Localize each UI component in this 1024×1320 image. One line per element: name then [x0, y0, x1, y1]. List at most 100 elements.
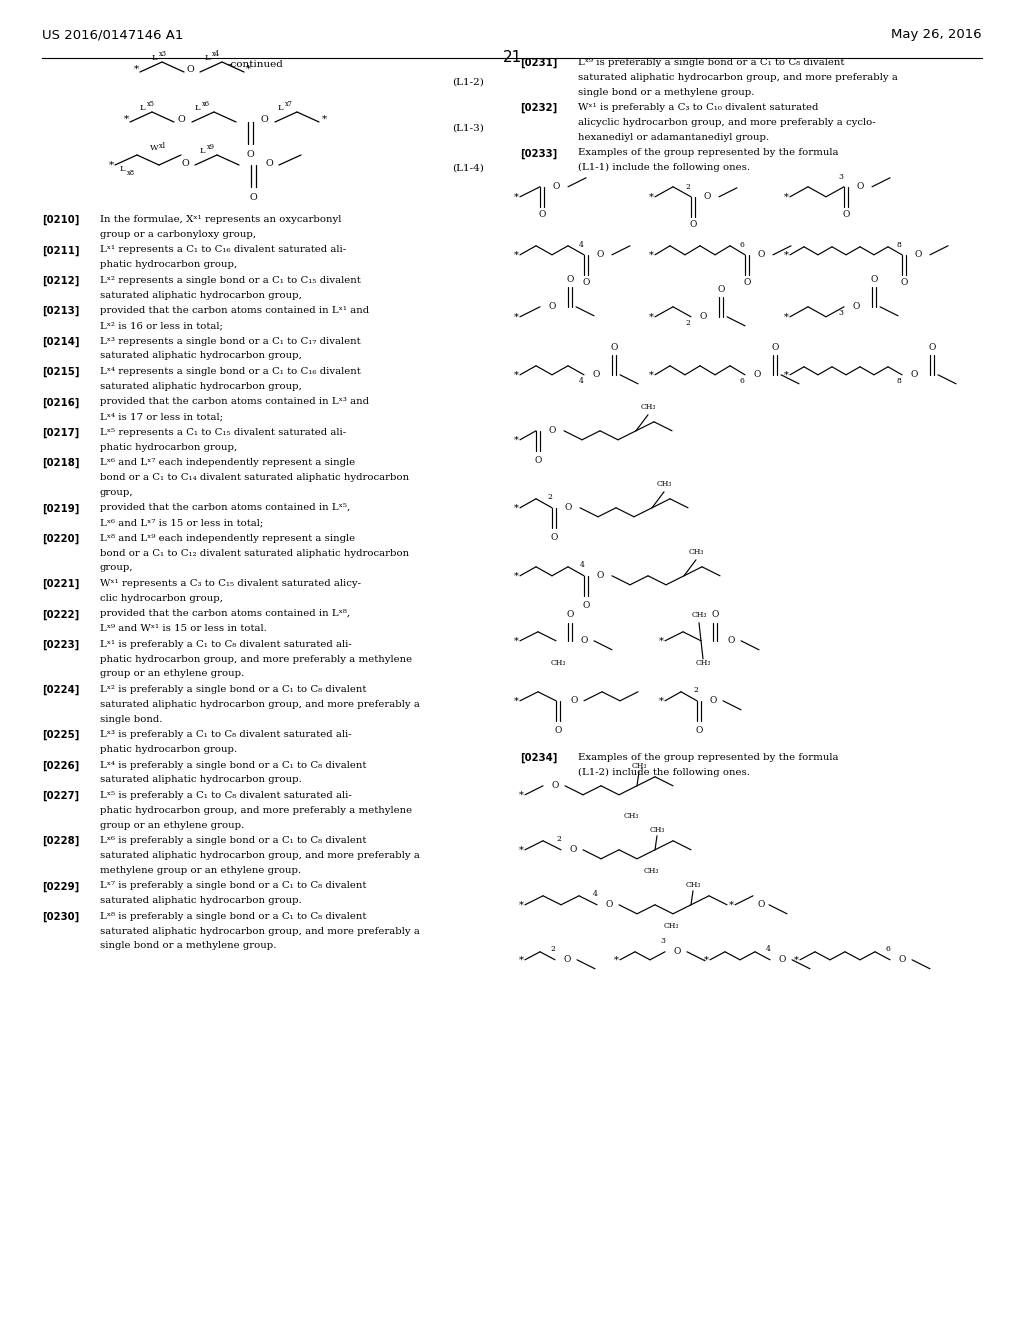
Text: *: * — [518, 900, 523, 909]
Text: *: * — [514, 436, 518, 445]
Text: (L1-2): (L1-2) — [452, 78, 484, 87]
Text: Lˣ⁶ and Lˣ⁷ each independently represent a single: Lˣ⁶ and Lˣ⁷ each independently represent… — [100, 458, 355, 467]
Text: O: O — [569, 845, 577, 854]
Text: O: O — [754, 371, 761, 379]
Text: [0231]: [0231] — [520, 58, 557, 69]
Text: *: * — [514, 313, 518, 321]
Text: [0218]: [0218] — [42, 458, 80, 469]
Text: group,: group, — [100, 488, 133, 496]
Text: 6: 6 — [886, 945, 891, 953]
Text: O: O — [581, 636, 588, 645]
Text: Examples of the group represented by the formula: Examples of the group represented by the… — [578, 148, 839, 157]
Text: x1: x1 — [159, 143, 167, 150]
Text: *: * — [514, 697, 518, 705]
Text: saturated aliphatic hydrocarbon group, and more preferably a: saturated aliphatic hydrocarbon group, a… — [100, 927, 420, 936]
Text: [0232]: [0232] — [520, 103, 557, 114]
Text: [0222]: [0222] — [42, 610, 79, 619]
Text: group or a carbonyloxy group,: group or a carbonyloxy group, — [100, 230, 256, 239]
Text: phatic hydrocarbon group.: phatic hydrocarbon group. — [100, 744, 238, 754]
Text: Lˣ⁶ is preferably a single bond or a C₁ to C₈ divalent: Lˣ⁶ is preferably a single bond or a C₁ … — [100, 836, 367, 845]
Text: Lˣ⁹ is preferably a single bond or a C₁ to C₈ divalent: Lˣ⁹ is preferably a single bond or a C₁ … — [578, 58, 845, 67]
Text: O: O — [583, 277, 590, 286]
Text: bond or a C₁ to C₁₄ divalent saturated aliphatic hydrocarbon: bond or a C₁ to C₁₄ divalent saturated a… — [100, 473, 410, 482]
Text: W: W — [150, 144, 159, 152]
Text: *: * — [613, 956, 618, 965]
Text: US 2016/0147146 A1: US 2016/0147146 A1 — [42, 28, 183, 41]
Text: [0230]: [0230] — [42, 912, 79, 923]
Text: CH₃: CH₃ — [640, 403, 655, 411]
Text: *: * — [514, 251, 518, 259]
Text: CH₃: CH₃ — [656, 479, 672, 488]
Text: Wˣ¹ is preferably a C₃ to C₁₀ divalent saturated: Wˣ¹ is preferably a C₃ to C₁₀ divalent s… — [578, 103, 818, 112]
Text: CH₃: CH₃ — [550, 659, 565, 667]
Text: saturated aliphatic hydrocarbon group,: saturated aliphatic hydrocarbon group, — [100, 381, 302, 391]
Text: [0214]: [0214] — [42, 337, 80, 347]
Text: O: O — [583, 601, 590, 610]
Text: CH₃: CH₃ — [691, 611, 707, 619]
Text: CH₃: CH₃ — [644, 867, 659, 875]
Text: (L1-3): (L1-3) — [452, 124, 484, 132]
Text: Lˣ⁵ represents a C₁ to C₁₅ divalent saturated ali-: Lˣ⁵ represents a C₁ to C₁₅ divalent satu… — [100, 428, 346, 437]
Text: 6: 6 — [739, 376, 744, 385]
Text: *: * — [783, 371, 788, 379]
Text: L: L — [205, 54, 211, 62]
Text: x6: x6 — [202, 100, 210, 108]
Text: 4: 4 — [766, 945, 770, 953]
Text: Lˣ⁴ is 17 or less in total;: Lˣ⁴ is 17 or less in total; — [100, 412, 223, 421]
Text: CH₃: CH₃ — [695, 659, 711, 667]
Text: (L1-1) include the following ones.: (L1-1) include the following ones. — [578, 164, 751, 173]
Text: L: L — [200, 147, 206, 154]
Text: 3: 3 — [660, 937, 666, 945]
Text: Lˣ³ represents a single bond or a C₁ to C₁₇ divalent: Lˣ³ represents a single bond or a C₁ to … — [100, 337, 360, 346]
Text: O: O — [743, 277, 751, 286]
Text: May 26, 2016: May 26, 2016 — [891, 28, 982, 41]
Text: O: O — [566, 275, 573, 284]
Text: methylene group or an ethylene group.: methylene group or an ethylene group. — [100, 866, 301, 875]
Text: *: * — [658, 636, 664, 645]
Text: 4: 4 — [580, 561, 585, 569]
Text: *: * — [648, 371, 653, 379]
Text: O: O — [566, 610, 573, 619]
Text: O: O — [674, 948, 681, 956]
Text: Lˣ⁴ is preferably a single bond or a C₁ to C₈ divalent: Lˣ⁴ is preferably a single bond or a C₁ … — [100, 760, 367, 770]
Text: Lˣ² is 16 or less in total;: Lˣ² is 16 or less in total; — [100, 321, 223, 330]
Text: *: * — [648, 251, 653, 259]
Text: saturated aliphatic hydrocarbon group,: saturated aliphatic hydrocarbon group, — [100, 351, 302, 360]
Text: In the formulae, Xˣ¹ represents an oxycarbonyl: In the formulae, Xˣ¹ represents an oxyca… — [100, 215, 341, 224]
Text: O: O — [900, 277, 907, 286]
Text: O: O — [596, 251, 604, 259]
Text: (L1-2) include the following ones.: (L1-2) include the following ones. — [578, 768, 750, 776]
Text: phatic hydrocarbon group,: phatic hydrocarbon group, — [100, 260, 238, 269]
Text: *: * — [518, 791, 523, 800]
Text: Lˣ⁸ and Lˣ⁹ each independently represent a single: Lˣ⁸ and Lˣ⁹ each independently represent… — [100, 533, 355, 543]
Text: L: L — [195, 104, 201, 112]
Text: O: O — [856, 182, 863, 191]
Text: Lˣ² represents a single bond or a C₁ to C₁₅ divalent: Lˣ² represents a single bond or a C₁ to … — [100, 276, 360, 285]
Text: 2: 2 — [557, 834, 561, 842]
Text: *: * — [783, 251, 788, 259]
Text: *: * — [514, 503, 518, 512]
Text: L: L — [278, 104, 284, 112]
Text: Examples of the group represented by the formula: Examples of the group represented by the… — [578, 752, 839, 762]
Text: O: O — [610, 343, 617, 352]
Text: L: L — [120, 165, 126, 173]
Text: O: O — [712, 610, 719, 619]
Text: *: * — [514, 636, 518, 645]
Text: O: O — [535, 455, 542, 465]
Text: [0224]: [0224] — [42, 685, 80, 696]
Text: 6: 6 — [739, 240, 744, 248]
Text: O: O — [605, 900, 612, 909]
Text: *: * — [133, 65, 138, 74]
Text: O: O — [852, 302, 860, 312]
Text: 4: 4 — [593, 890, 597, 898]
Text: O: O — [552, 182, 560, 191]
Text: Lˣ⁹ and Wˣ¹ is 15 or less in total.: Lˣ⁹ and Wˣ¹ is 15 or less in total. — [100, 624, 267, 634]
Text: single bond.: single bond. — [100, 714, 163, 723]
Text: group or an ethylene group.: group or an ethylene group. — [100, 821, 245, 829]
Text: phatic hydrocarbon group, and more preferably a methylene: phatic hydrocarbon group, and more prefe… — [100, 805, 412, 814]
Text: CH₃: CH₃ — [649, 826, 665, 834]
Text: x4: x4 — [212, 50, 220, 58]
Text: *: * — [783, 193, 788, 202]
Text: *: * — [518, 956, 523, 965]
Text: O: O — [250, 193, 257, 202]
